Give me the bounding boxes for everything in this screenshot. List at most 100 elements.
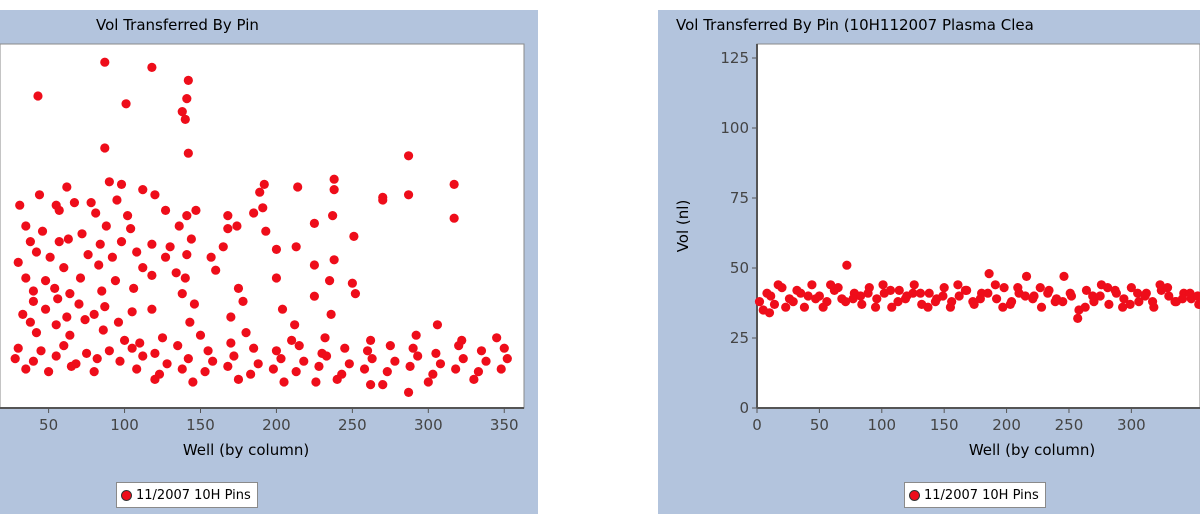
data-point bbox=[261, 226, 271, 236]
data-point bbox=[1028, 294, 1038, 304]
data-point bbox=[100, 302, 110, 312]
data-point bbox=[413, 351, 423, 361]
data-point bbox=[1177, 294, 1188, 304]
data-point bbox=[92, 354, 102, 364]
left-chart-panel: Vol Transferred By Pin 50 100 150 200 250 300… bbox=[0, 10, 538, 514]
data-point bbox=[13, 343, 23, 353]
data-point bbox=[766, 291, 776, 301]
data-point bbox=[249, 208, 259, 218]
data-point bbox=[1043, 288, 1053, 298]
data-point bbox=[1020, 291, 1030, 301]
data-point bbox=[1162, 283, 1173, 293]
data-point bbox=[764, 308, 775, 318]
data-point bbox=[403, 387, 414, 397]
x-tick-label: 250 bbox=[338, 416, 367, 434]
data-point bbox=[362, 346, 373, 356]
data-point bbox=[21, 273, 31, 283]
data-point bbox=[116, 237, 127, 247]
data-point bbox=[132, 364, 142, 374]
data-point bbox=[69, 198, 80, 208]
data-point bbox=[31, 328, 42, 338]
x-axis-label: Well (by column) bbox=[183, 441, 309, 459]
legend-marker-icon bbox=[121, 489, 132, 501]
right-chart-panel: Vol Transferred By Pin (10H112007 Plasma… bbox=[658, 10, 1200, 514]
data-point bbox=[65, 330, 75, 340]
data-point bbox=[66, 361, 76, 371]
data-point bbox=[279, 377, 289, 387]
data-point bbox=[271, 346, 282, 356]
data-point bbox=[277, 304, 288, 314]
data-point bbox=[390, 356, 400, 366]
data-point bbox=[863, 288, 873, 298]
data-point bbox=[189, 299, 200, 309]
data-point bbox=[326, 309, 336, 319]
data-point bbox=[147, 304, 157, 314]
data-point bbox=[21, 221, 31, 231]
data-point bbox=[112, 195, 122, 205]
data-point bbox=[405, 361, 415, 371]
data-point bbox=[150, 374, 160, 384]
data-point bbox=[502, 354, 512, 364]
data-point bbox=[86, 198, 96, 208]
data-point bbox=[841, 297, 851, 307]
data-point bbox=[129, 283, 139, 293]
plot-area bbox=[756, 43, 1200, 409]
data-point bbox=[258, 203, 268, 213]
data-point bbox=[945, 302, 956, 312]
data-point bbox=[21, 364, 31, 374]
data-point bbox=[1170, 297, 1180, 307]
data-point bbox=[104, 346, 114, 356]
data-point bbox=[138, 351, 148, 361]
data-point bbox=[347, 278, 357, 288]
data-point bbox=[127, 343, 137, 353]
data-point bbox=[878, 280, 888, 290]
data-point bbox=[271, 273, 282, 283]
data-point bbox=[44, 367, 54, 377]
data-point bbox=[13, 257, 23, 267]
data-point bbox=[984, 269, 994, 279]
data-point bbox=[233, 374, 244, 384]
data-point bbox=[183, 75, 193, 85]
data-point bbox=[1080, 302, 1090, 312]
data-point bbox=[94, 260, 104, 270]
data-point bbox=[481, 356, 491, 366]
data-point bbox=[138, 263, 148, 273]
y-tick-label: 0 bbox=[739, 399, 749, 417]
data-point bbox=[293, 182, 303, 192]
data-point bbox=[900, 294, 911, 304]
data-point bbox=[54, 205, 64, 215]
data-point bbox=[50, 283, 60, 293]
data-point bbox=[174, 221, 184, 231]
data-point bbox=[34, 190, 45, 200]
data-point bbox=[238, 296, 248, 306]
data-point bbox=[81, 348, 92, 358]
data-point bbox=[83, 250, 93, 260]
data-point bbox=[77, 229, 87, 239]
data-point bbox=[908, 288, 918, 298]
data-point bbox=[365, 335, 376, 345]
data-point bbox=[1065, 288, 1075, 298]
chart-legend: 11/2007 10H Pins bbox=[116, 482, 258, 508]
data-point bbox=[208, 356, 218, 366]
data-point bbox=[91, 208, 101, 218]
y-tick-label: 125 bbox=[720, 49, 749, 67]
legend-marker-icon bbox=[909, 489, 920, 501]
data-point bbox=[1058, 297, 1068, 307]
x-tick-label: 200 bbox=[992, 416, 1021, 434]
data-point bbox=[321, 351, 332, 361]
data-point bbox=[182, 250, 192, 260]
data-point bbox=[872, 294, 882, 304]
data-point bbox=[100, 143, 110, 153]
data-point bbox=[182, 211, 192, 221]
data-point bbox=[329, 255, 339, 265]
data-point bbox=[476, 346, 487, 356]
data-point bbox=[344, 359, 354, 369]
data-point bbox=[268, 364, 278, 374]
data-point bbox=[226, 312, 236, 322]
data-point bbox=[132, 247, 142, 257]
data-point bbox=[773, 280, 783, 290]
chart-title: Vol Transferred By Pin bbox=[96, 16, 259, 34]
data-point bbox=[75, 273, 86, 283]
data-point bbox=[1126, 283, 1136, 293]
data-point bbox=[365, 380, 376, 390]
